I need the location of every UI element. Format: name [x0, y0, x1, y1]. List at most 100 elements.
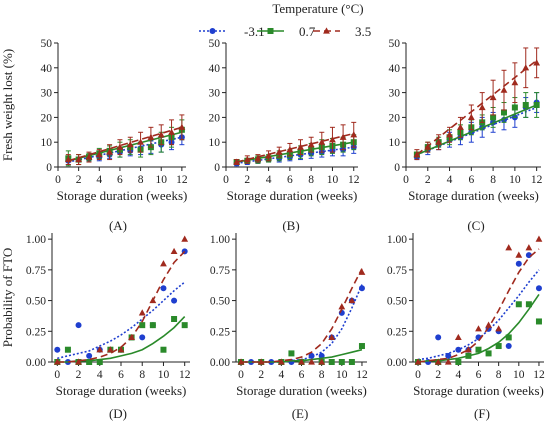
data-point	[435, 138, 443, 145]
data-point	[86, 359, 93, 365]
y-axis-label: Probability of FTO	[0, 248, 15, 347]
x-tick-label: 8	[138, 174, 144, 186]
x-axis-label: Storage duration (weeks)	[56, 383, 187, 398]
series-0.7	[54, 315, 188, 365]
data-point	[297, 143, 304, 150]
legend-label: 0.7	[299, 24, 316, 39]
data-point	[75, 358, 82, 365]
y-tick-label: 0.25	[387, 326, 407, 338]
data-point	[138, 309, 146, 316]
data-point	[522, 102, 529, 108]
y-tick-label: 40	[209, 63, 221, 75]
fit-curve	[57, 250, 186, 363]
data-point	[505, 334, 512, 341]
legend-label: 3.5	[355, 24, 371, 39]
data-point	[96, 346, 104, 353]
y-tick-label: 50	[41, 38, 53, 50]
y-tick-label: 10	[209, 137, 221, 149]
y-tick-label: 20	[389, 112, 401, 124]
data-point	[308, 352, 315, 359]
data-point	[490, 114, 497, 121]
data-point	[455, 359, 462, 365]
data-point	[525, 244, 533, 251]
data-point	[515, 301, 522, 308]
data-point	[358, 268, 366, 275]
y-tick-label: 0.00	[387, 357, 407, 369]
series-3.5	[413, 47, 541, 161]
x-tick-label: 6	[118, 369, 124, 381]
series-3.5	[53, 235, 189, 365]
data-point	[328, 333, 336, 341]
data-point	[157, 131, 165, 138]
y-tick-label: 10	[389, 137, 401, 149]
fit-line	[236, 141, 354, 163]
x-tick-label: 6	[476, 369, 482, 381]
y-tick-label: 0.50	[210, 296, 230, 308]
x-tick-label: 12	[531, 174, 543, 186]
panel-e: 0 2 4 6 8 10 12 0.00 0.25 0.50 0.75 1.00 Storage dur…	[210, 233, 368, 421]
series-3.5	[237, 268, 366, 365]
data-point	[350, 131, 358, 138]
data-point	[75, 155, 83, 163]
x-axis-label: Storage duration (weeks)	[57, 188, 188, 203]
series-0.7	[233, 134, 357, 166]
data-point	[137, 138, 144, 145]
y-tick-label: 1.00	[210, 234, 230, 246]
data-point	[535, 235, 543, 242]
data-point	[170, 247, 178, 255]
data-point	[288, 350, 295, 357]
fit-curve	[417, 269, 540, 361]
data-point	[318, 358, 326, 365]
data-point	[475, 346, 482, 353]
x-tick-label: 10	[336, 369, 348, 381]
x-tick-label: 12	[348, 174, 360, 186]
data-point	[465, 346, 472, 353]
data-point	[535, 318, 542, 325]
data-point	[254, 154, 262, 161]
series-3.5	[64, 114, 186, 166]
x-axis-label: Storage duration (weeks)	[408, 188, 539, 203]
y-tick-label: 0.75	[387, 265, 407, 277]
y-tick-label: 20	[209, 112, 221, 124]
data-point	[522, 64, 530, 71]
x-tick-label: 10	[327, 174, 339, 186]
y-tick-label: 1.00	[26, 234, 46, 246]
x-tick-label: 10	[513, 369, 525, 381]
data-point	[149, 322, 156, 329]
data-point	[435, 334, 442, 341]
data-point	[358, 343, 365, 350]
panel-label: (E)	[292, 406, 309, 421]
panel-d: 0 2 4 6 8 10 12 0.00 0.25 0.50 0.75 1.00 Storage dur…	[0, 233, 191, 421]
data-point	[511, 79, 519, 86]
data-point	[106, 346, 114, 353]
x-tick-label: 2	[244, 174, 250, 186]
x-tick-label: 4	[97, 369, 103, 381]
data-point	[454, 333, 462, 341]
series-3.5	[233, 121, 358, 166]
x-axis-label: Storage duration (weeks)	[227, 188, 358, 203]
data-point	[307, 141, 315, 148]
y-tick-label: 0.75	[210, 265, 230, 277]
y-tick-label: 20	[41, 112, 53, 124]
data-point	[139, 334, 146, 341]
legend-marker	[323, 27, 330, 34]
legend: Temperature (°C) -3.1 0.7 3.5	[199, 1, 371, 39]
x-tick-label: 10	[509, 174, 521, 186]
x-tick-label: 8	[308, 174, 314, 186]
data-point	[298, 358, 305, 365]
legend-title: Temperature (°C)	[272, 1, 363, 16]
y-tick-label: 50	[389, 38, 401, 50]
data-point	[54, 346, 61, 353]
y-tick-label: 30	[389, 88, 401, 100]
y-tick-label: 0	[46, 162, 52, 174]
data-point	[515, 251, 523, 258]
fit-curve	[57, 281, 186, 360]
data-point	[178, 123, 186, 130]
data-point	[505, 343, 512, 350]
x-tick-label: 2	[76, 174, 82, 186]
data-point	[318, 138, 326, 145]
data-point	[434, 358, 442, 365]
y-tick-label: 1.00	[387, 234, 407, 246]
y-tick-label: 30	[41, 88, 53, 100]
data-point	[478, 103, 486, 111]
